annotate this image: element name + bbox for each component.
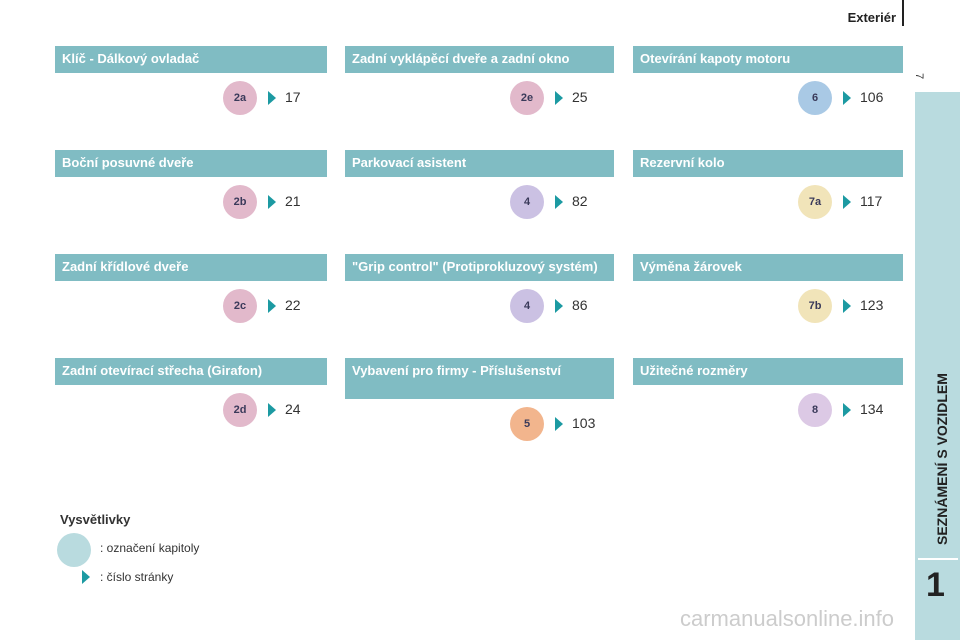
- section-header: Otevírání kapoty motoru: [633, 46, 903, 73]
- page-ref: 21: [285, 193, 301, 209]
- chapter-badge: 8: [798, 393, 832, 427]
- chapter-badge: 2c: [223, 289, 257, 323]
- page-arrow: [843, 299, 851, 313]
- page-arrow: [555, 91, 563, 105]
- chapter-badge: 7a: [798, 185, 832, 219]
- page-ref: 117: [860, 193, 883, 209]
- legend-badge: [57, 533, 91, 567]
- section-header: Boční posuvné dveře: [55, 150, 327, 177]
- sidebar-section: SEZNÁMENÍ S VOZIDLEM: [934, 373, 950, 545]
- section-header: Užitečné rozměry: [633, 358, 903, 385]
- legend-arrow-text: : číslo stránky: [100, 570, 174, 584]
- page-ref: 25: [572, 89, 588, 105]
- section-header: Zadní křídlové dveře: [55, 254, 327, 281]
- page-ref: 82: [572, 193, 588, 209]
- legend-arrow: [82, 570, 90, 584]
- header-title: Exteriér: [847, 10, 896, 25]
- section-header: "Grip control" (Protiprokluzový systém): [345, 254, 614, 281]
- page-arrow: [843, 91, 851, 105]
- chapter-badge: 4: [510, 289, 544, 323]
- chapter-badge: 2a: [223, 81, 257, 115]
- chapter-rule: [918, 558, 958, 560]
- page-ref: 106: [860, 89, 884, 105]
- legend-title: Vysvětlivky: [60, 512, 131, 527]
- page-number: 7: [913, 72, 926, 80]
- header-rule: [902, 0, 904, 26]
- page-ref: 24: [285, 401, 301, 417]
- chapter-badge: 4: [510, 185, 544, 219]
- legend-badge-text: : označení kapitoly: [100, 541, 200, 555]
- section-header: Rezervní kolo: [633, 150, 903, 177]
- watermark: carmanualsonline.info: [680, 606, 895, 631]
- page-arrow: [268, 195, 276, 209]
- chapter-badge: 6: [798, 81, 832, 115]
- section-header: Zadní otevírací střecha (Girafon): [55, 358, 327, 385]
- chapter-badge: 2d: [223, 393, 257, 427]
- page-ref: 134: [860, 401, 884, 417]
- page-arrow: [843, 195, 851, 209]
- section-header: Vybavení pro firmy - Příslušenství: [345, 358, 614, 399]
- chapter-number: 1: [926, 566, 945, 604]
- page-arrow: [843, 403, 851, 417]
- page-ref: 86: [572, 297, 588, 313]
- page-arrow: [555, 417, 563, 431]
- section-header: Klíč - Dálkový ovladač: [55, 46, 327, 73]
- page-ref: 17: [285, 89, 301, 105]
- page-arrow: [268, 403, 276, 417]
- chapter-badge: 2b: [223, 185, 257, 219]
- page-ref: 123: [860, 297, 884, 313]
- page-ref: 22: [285, 297, 301, 313]
- chapter-badge: 2e: [510, 81, 544, 115]
- page-arrow: [268, 299, 276, 313]
- chapter-badge: 5: [510, 407, 544, 441]
- chapter-badge: 7b: [798, 289, 832, 323]
- section-header: Výměna žárovek: [633, 254, 903, 281]
- section-header: Parkovací asistent: [345, 150, 614, 177]
- section-header: Zadní vyklápěcí dveře a zadní okno: [345, 46, 614, 73]
- sidebar: [915, 92, 960, 640]
- page-ref: 103: [572, 415, 596, 431]
- page-arrow: [555, 195, 563, 209]
- page-arrow: [268, 91, 276, 105]
- page-arrow: [555, 299, 563, 313]
